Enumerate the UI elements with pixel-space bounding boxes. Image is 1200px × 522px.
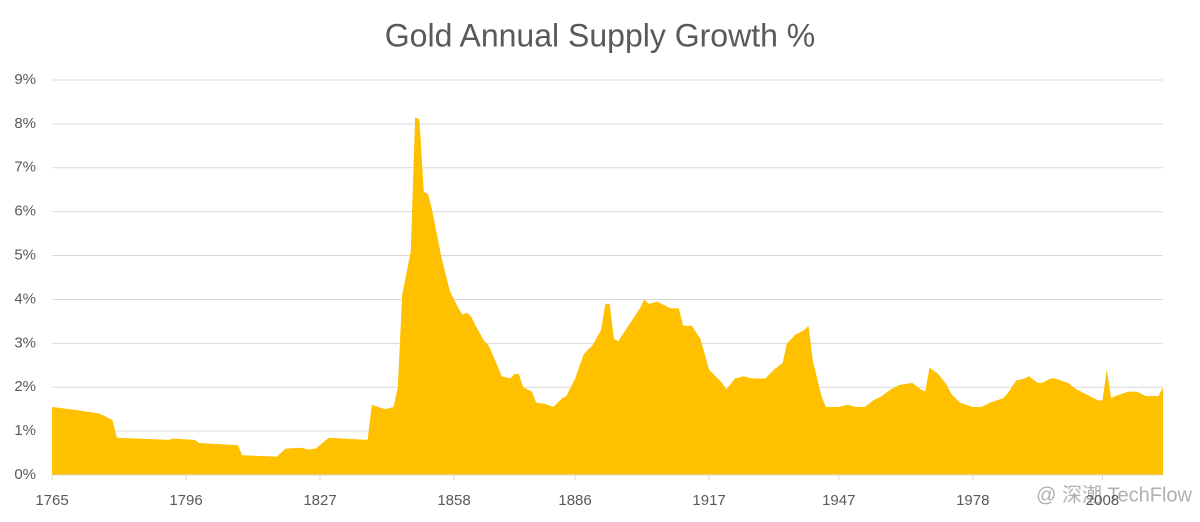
x-tick-label: 1917	[692, 492, 725, 509]
y-tick-label: 3%	[14, 334, 36, 351]
x-tick-label: 1765	[35, 492, 68, 509]
x-tick-label: 1827	[303, 492, 336, 509]
y-tick-label: 8%	[14, 115, 36, 132]
y-tick-label: 5%	[14, 247, 36, 264]
x-tick-label: 2008	[1086, 492, 1119, 509]
y-tick-label: 2%	[14, 378, 36, 395]
y-tick-label: 0%	[14, 466, 36, 483]
y-tick-label: 6%	[14, 203, 36, 220]
y-tick-label: 9%	[14, 71, 36, 88]
y-tick-label: 7%	[14, 159, 36, 176]
chart-title: Gold Annual Supply Growth %	[385, 17, 815, 53]
x-tick-label: 1947	[822, 492, 855, 509]
area	[52, 117, 1163, 476]
x-tick-label: 1858	[437, 492, 470, 509]
x-tick-label: 1796	[169, 492, 202, 509]
y-tick-label: 4%	[14, 290, 36, 307]
y-tick-label: 1%	[14, 422, 36, 439]
x-tick-label: 1978	[956, 492, 989, 509]
x-tick-label: 1886	[558, 492, 591, 509]
watermark: @ 深潮 TechFlow	[1036, 483, 1192, 506]
